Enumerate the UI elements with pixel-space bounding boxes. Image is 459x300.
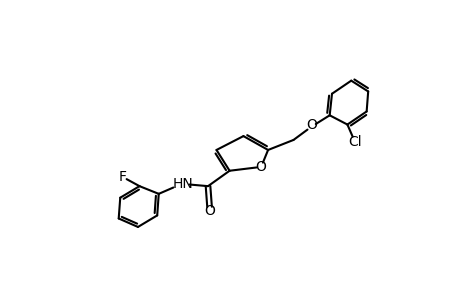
Text: F: F (118, 170, 126, 184)
Text: Cl: Cl (347, 135, 361, 149)
Text: O: O (305, 118, 316, 132)
Text: O: O (255, 160, 266, 174)
Text: HN: HN (173, 177, 193, 191)
Text: O: O (204, 204, 214, 218)
